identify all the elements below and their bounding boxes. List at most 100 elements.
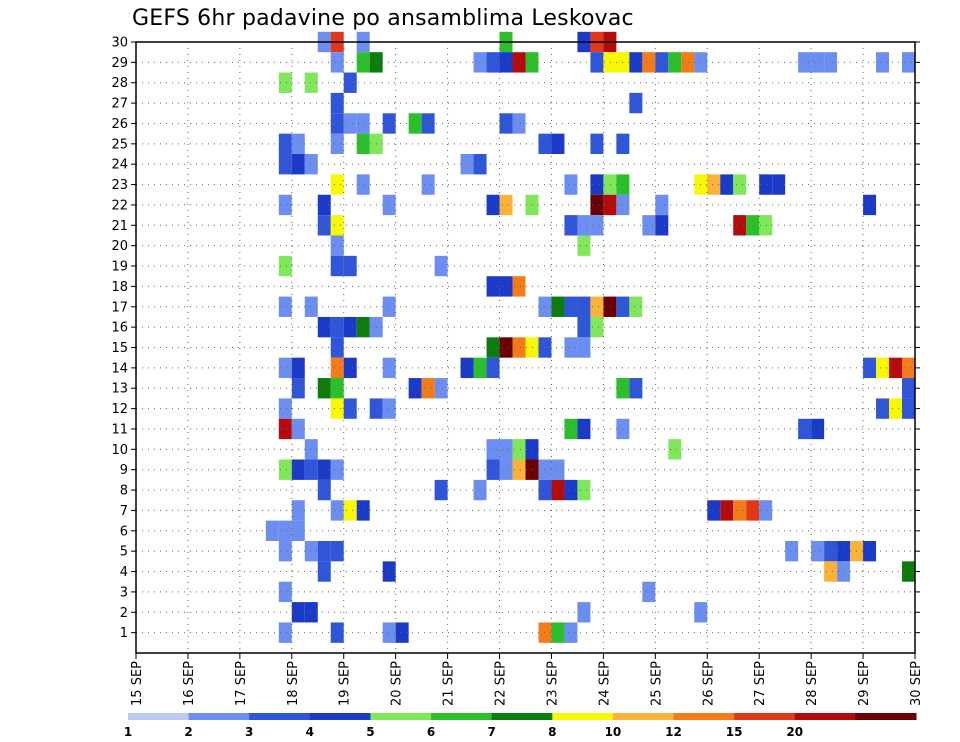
heatmap-cell: [525, 52, 539, 73]
heatmap-cell: [902, 357, 915, 379]
heatmap-cell: [278, 520, 292, 541]
x-tick-label: 23 SEP: [545, 661, 560, 706]
colorbar: 1 2 3 4 5 6 7 8 10 12 15 20: [124, 713, 917, 739]
heatmap-cell: [863, 540, 877, 562]
heatmap-cell: [317, 316, 331, 338]
heatmap-cell: [590, 194, 604, 216]
heatmap-cell: [577, 296, 591, 317]
heatmap-cell: [902, 378, 915, 399]
heatmap-cell: [733, 215, 747, 236]
heatmap-cell: [343, 72, 357, 93]
heatmap-cell: [564, 337, 578, 358]
heatmap-cell: [460, 357, 474, 379]
heatmap-cell: [551, 459, 565, 480]
y-tick-label: 10: [111, 443, 128, 458]
heatmap-cell: [330, 622, 344, 643]
y-tick-label: 6: [120, 524, 128, 539]
heatmap-cell: [382, 398, 396, 419]
heatmap-cell: [486, 357, 500, 379]
heatmap-cell: [837, 561, 851, 582]
x-tick-label: 25 SEP: [649, 661, 664, 706]
heatmap-cell: [590, 133, 604, 155]
heatmap-cell: [330, 337, 344, 358]
heatmap-cell: [824, 540, 838, 562]
heatmap-cell: [486, 439, 500, 460]
heatmap-cell: [668, 439, 682, 460]
colorbar-label: 4: [306, 725, 314, 739]
colorbar-label: 15: [726, 725, 743, 739]
heatmap-cell: [343, 113, 357, 134]
x-tick-label: 16 SEP: [182, 661, 197, 706]
heatmap-cell: [785, 540, 799, 562]
colorbar-swatch: [249, 713, 311, 720]
colorbar-label: 2: [184, 725, 192, 739]
y-tick-label: 9: [120, 463, 128, 478]
heatmap-cell: [551, 133, 565, 155]
heatmap-cell: [603, 296, 617, 317]
heatmap-cell: [499, 52, 513, 73]
heatmap-cell: [317, 378, 331, 399]
heatmap-cell: [460, 154, 474, 175]
colorbar-swatch: [794, 713, 856, 720]
colorbar-swatch: [491, 713, 553, 720]
heatmap-cell: [382, 113, 396, 134]
heatmap-cell: [486, 52, 500, 73]
heatmap-cell: [343, 500, 357, 521]
y-tick-label: 27: [111, 97, 128, 112]
heatmap-cell: [330, 357, 344, 379]
heatmap-cell: [304, 296, 318, 317]
heatmap-cell: [512, 113, 526, 134]
y-tick-label: 30: [111, 36, 128, 51]
heatmap-cell: [304, 72, 318, 93]
heatmap-cell: [525, 337, 539, 358]
heatmap-cell: [525, 459, 539, 480]
y-tick-label: 8: [120, 484, 128, 499]
y-tick-label: 21: [111, 219, 128, 234]
y-tick-label: 7: [120, 504, 128, 519]
y-tick-label: 3: [120, 585, 128, 600]
heatmap-cell: [356, 113, 370, 134]
colorbar-label: 6: [427, 725, 435, 739]
y-tick-label: 25: [111, 137, 128, 152]
heatmap-cell: [278, 398, 292, 419]
heatmap-cell: [356, 174, 370, 195]
heatmap-cell: [330, 235, 344, 256]
y-tick-label: 14: [111, 361, 128, 376]
heatmap-cell: [876, 398, 890, 419]
heatmap-cell: [434, 255, 448, 277]
heatmap-cell: [278, 194, 292, 216]
x-tick-label: 26 SEP: [701, 661, 716, 706]
colorbar-swatch: [309, 713, 371, 720]
colorbar-swatch: [673, 713, 735, 720]
colorbar-swatch: [855, 713, 917, 720]
y-tick-label: 23: [111, 178, 128, 193]
heatmap-cell: [343, 398, 357, 419]
heatmap-cell: [278, 133, 292, 155]
y-tick-label: 24: [111, 158, 128, 173]
heatmap-cell: [330, 316, 344, 338]
heatmap-cell: [499, 459, 513, 480]
heatmap-cell: [278, 255, 292, 277]
colorbar-swatch: [734, 713, 796, 720]
y-tick-label: 5: [120, 545, 128, 560]
heatmap-cell: [655, 194, 669, 216]
heatmap-cell: [330, 540, 344, 562]
heatmap-cell: [564, 418, 578, 440]
heatmap-cell: [317, 561, 331, 582]
heatmap-cell: [863, 194, 877, 216]
heatmap-cell: [473, 357, 487, 379]
heatmap-cell: [876, 357, 890, 379]
heatmap-cell: [811, 52, 825, 73]
x-tick-label: 24 SEP: [597, 661, 612, 706]
heatmap-cell: [278, 72, 292, 93]
heatmap-cell: [629, 92, 643, 114]
heatmap-cell: [564, 296, 578, 317]
heatmap-cell: [733, 500, 747, 521]
colorbar-label: 12: [665, 725, 682, 739]
heatmap-cell: [811, 418, 825, 440]
colorbar-swatch: [370, 713, 432, 720]
heatmap-cell: [902, 398, 915, 419]
heatmap-cell: [759, 215, 773, 236]
heatmap-cell: [902, 52, 915, 73]
